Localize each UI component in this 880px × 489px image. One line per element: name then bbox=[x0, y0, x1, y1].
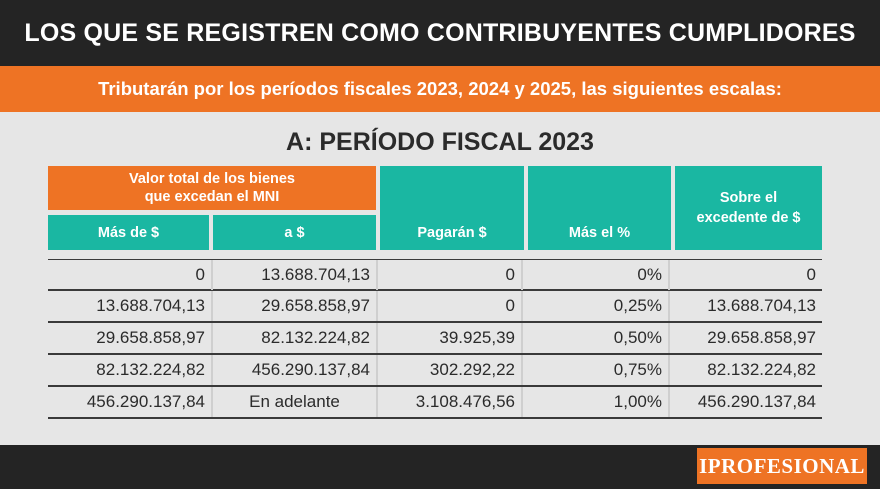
col-header-mas-de: Más de $ bbox=[48, 215, 209, 250]
main-title: LOS QUE SE REGISTREN COMO CONTRIBUYENTES… bbox=[0, 0, 880, 66]
col-header-mas-el-pct: Más el % bbox=[528, 166, 671, 250]
cell-pagaran: 0 bbox=[378, 260, 523, 290]
cell-mas-el-pct: 0% bbox=[523, 260, 670, 290]
cell-pagaran: 0 bbox=[378, 291, 523, 321]
cell-a: 13.688.704,13 bbox=[213, 260, 378, 290]
group-header-valor-total: Valor total de los bienes que excedan el… bbox=[48, 166, 376, 210]
col-header-sobre-excedente: Sobre el excedente de $ bbox=[675, 166, 822, 250]
cell-mas-de: 0 bbox=[48, 260, 213, 290]
cell-sobre-excedente: 29.658.858,97 bbox=[707, 328, 816, 347]
table-row: 82.132.224,82 456.290.137,84 302.292,22 … bbox=[48, 355, 822, 387]
cell-a: En adelante bbox=[213, 387, 378, 417]
cell-mas-de: 82.132.224,82 bbox=[48, 355, 213, 385]
col-header-sobre-line-1: Sobre el bbox=[719, 190, 778, 206]
table-row: 13.688.704,13 29.658.858,97 0 0,25% 13.6… bbox=[48, 291, 822, 323]
cell-a: 82.132.224,82 bbox=[213, 323, 378, 353]
cell-sobre-excedente: 82.132.224,82 bbox=[707, 360, 816, 379]
section-title: A: PERÍODO FISCAL 2023 bbox=[286, 127, 594, 156]
cell-mas-de: 13.688.704,13 bbox=[48, 291, 213, 321]
cell-mas-de: 456.290.137,84 bbox=[48, 387, 213, 417]
cell-mas-de: 29.658.858,97 bbox=[48, 323, 213, 353]
subtitle-banner: Tributarán por los períodos fiscales 202… bbox=[0, 66, 880, 112]
cell-mas-el-pct: 0,50% bbox=[523, 323, 670, 353]
col-header-a: a $ bbox=[213, 215, 376, 250]
cell-a: 29.658.858,97 bbox=[213, 291, 378, 321]
iprofesional-logo: IPROFESIONAL bbox=[697, 448, 867, 484]
table-row: 29.658.858,97 82.132.224,82 39.925,39 0,… bbox=[48, 323, 822, 355]
cell-pagaran: 3.108.476,56 bbox=[378, 387, 523, 417]
cell-sobre-excedente: 456.290.137,84 bbox=[697, 392, 816, 411]
table-row: 0 13.688.704,13 0 0% 0 bbox=[48, 259, 822, 291]
cell-pagaran: 302.292,22 bbox=[378, 355, 523, 385]
group-header-line-2: que excedan el MNI bbox=[144, 189, 280, 205]
cell-mas-el-pct: 1,00% bbox=[523, 387, 670, 417]
col-header-pagaran: Pagarán $ bbox=[380, 166, 524, 250]
table-row: 456.290.137,84 En adelante 3.108.476,56 … bbox=[48, 387, 822, 419]
group-header-line-1: Valor total de los bienes bbox=[129, 171, 295, 187]
cell-mas-el-pct: 0,75% bbox=[523, 355, 670, 385]
col-header-sobre-line-2: excedente de $ bbox=[696, 210, 801, 226]
cell-a: 456.290.137,84 bbox=[213, 355, 378, 385]
cell-sobre-excedente: 13.688.704,13 bbox=[707, 296, 816, 315]
table-body: 0 13.688.704,13 0 0% 0 13.688.704,13 29.… bbox=[48, 259, 822, 419]
cell-mas-el-pct: 0,25% bbox=[523, 291, 670, 321]
cell-pagaran: 39.925,39 bbox=[378, 323, 523, 353]
cell-sobre-excedente: 0 bbox=[806, 265, 816, 284]
